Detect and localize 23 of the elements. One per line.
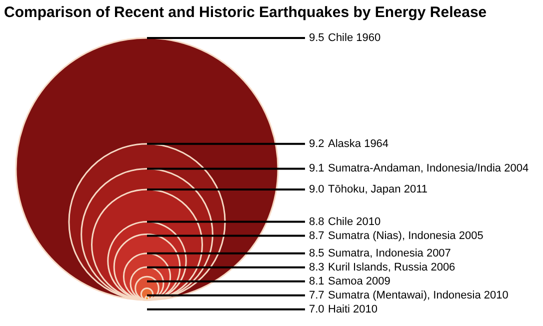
category-label: Sumatra, Indonesia 2007 [328, 247, 451, 260]
data-label: 7.7 [309, 289, 324, 302]
category-label: Sumatra-Andaman, Indonesia/India 2004 [328, 162, 529, 175]
data-label: 9.5 [309, 32, 324, 44]
category-label: Samoa 2009 [328, 275, 390, 288]
category-label: Haiti 2010 [328, 303, 378, 316]
data-label: 8.3 [309, 261, 324, 274]
data-label: 7.0 [309, 303, 324, 316]
category-label: Sumatra (Nias), Indonesia 2005 [328, 230, 484, 242]
category-label: Chile 1960 [328, 32, 381, 44]
text: Comparison of Recent and Historic Earthquakes by Energy Release [4, 4, 487, 21]
category-label: Sumatra (Mentawai), Indonesia 2010 [328, 289, 508, 302]
data-label: 8.8 [309, 216, 324, 228]
data-label: 8.5 [309, 247, 324, 260]
category-label: Chile 2010 [328, 216, 381, 228]
data-label: 9.0 [309, 184, 324, 196]
category-label: Tōhoku, Japan 2011 [328, 184, 428, 196]
data-label: 9.1 [309, 162, 324, 175]
data-label: 8.7 [309, 230, 324, 242]
category-label: Alaska 1964 [328, 138, 389, 150]
data-label: 8.1 [309, 275, 324, 288]
category-label: Kuril Islands, Russia 2006 [328, 261, 456, 274]
data-label: 9.2 [309, 138, 324, 150]
